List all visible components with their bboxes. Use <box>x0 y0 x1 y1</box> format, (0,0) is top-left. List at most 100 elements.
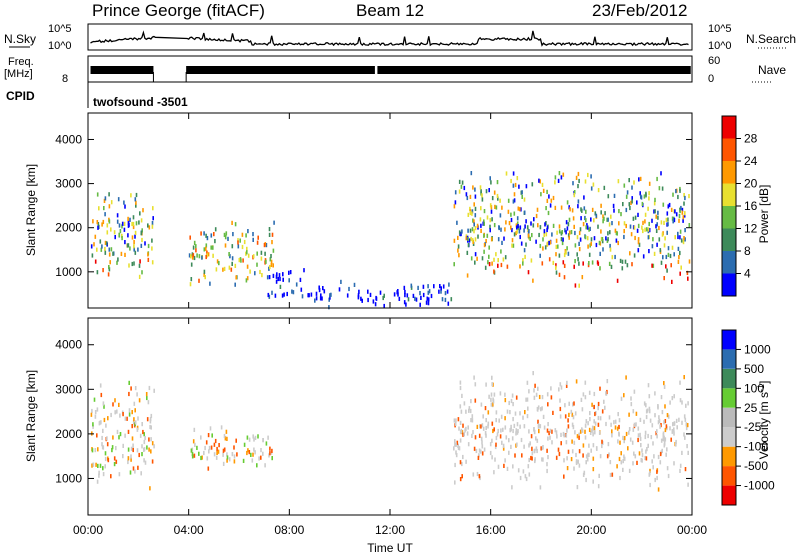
range-cell <box>277 276 279 282</box>
range-cell <box>454 442 456 447</box>
range-cell <box>584 179 587 184</box>
range-cell <box>320 293 322 298</box>
range-cell <box>597 261 600 266</box>
range-cell <box>415 297 418 302</box>
range-cell <box>502 257 505 262</box>
range-cell <box>635 422 637 427</box>
colorbar-swatch <box>722 138 736 161</box>
range-cell <box>601 409 604 414</box>
freq-label-line1: Freq. <box>8 56 34 68</box>
range-cell <box>630 232 633 237</box>
range-cell <box>110 247 113 252</box>
range-cell <box>653 454 655 459</box>
range-cell <box>605 421 607 427</box>
range-cell <box>241 232 244 237</box>
frequency-bar <box>186 66 375 74</box>
range-cell <box>636 228 639 233</box>
range-cell <box>665 452 667 457</box>
range-cell <box>657 210 659 215</box>
range-cell <box>428 289 431 294</box>
range-cell <box>483 209 486 214</box>
range-cell <box>132 224 135 230</box>
range-cell <box>530 434 533 439</box>
range-cell <box>468 406 471 411</box>
range-cell <box>566 226 569 231</box>
range-cell <box>459 460 462 465</box>
range-cell <box>640 443 642 448</box>
range-cell <box>459 438 462 443</box>
range-cell <box>460 231 462 236</box>
range-cell <box>567 424 570 429</box>
range-cell <box>620 451 622 456</box>
range-cell <box>558 272 561 277</box>
range-cell <box>141 444 143 449</box>
range-cell <box>526 225 529 230</box>
range-cell <box>427 284 429 289</box>
range-cell <box>491 261 493 266</box>
range-cell <box>661 410 664 415</box>
range-cell <box>489 218 492 223</box>
range-cell <box>188 253 191 258</box>
range-cell <box>215 455 218 460</box>
range-cell <box>147 257 150 262</box>
range-cell <box>470 256 473 261</box>
range-cell <box>469 228 472 233</box>
range-cell <box>679 380 681 385</box>
range-cell <box>642 220 644 225</box>
range-cell <box>103 404 105 409</box>
range-cell <box>458 426 460 431</box>
range-cell <box>487 260 489 265</box>
range-cell <box>600 229 602 234</box>
range-cell <box>497 258 499 263</box>
range-cell <box>597 224 599 229</box>
range-cell <box>647 383 650 388</box>
range-cell <box>500 414 503 419</box>
range-cell <box>640 458 643 463</box>
range-cell <box>620 396 623 401</box>
range-cell <box>124 204 126 209</box>
range-cell <box>548 194 550 199</box>
range-cell <box>555 265 557 270</box>
range-cell <box>458 179 461 184</box>
range-cell <box>151 441 154 446</box>
range-cell <box>607 237 609 242</box>
range-cell <box>512 464 514 469</box>
range-cell <box>216 259 219 264</box>
range-cell <box>136 427 139 432</box>
nsky-trace <box>90 30 689 47</box>
range-cell <box>463 401 466 406</box>
range-cell <box>671 216 674 221</box>
range-cell <box>667 204 670 209</box>
range-cell <box>447 301 450 306</box>
range-cell <box>97 225 99 230</box>
range-cell <box>637 212 639 217</box>
range-cell <box>610 422 612 427</box>
range-cell <box>102 219 105 225</box>
range-cell <box>260 250 263 255</box>
range-cell <box>511 228 513 233</box>
range-cell <box>491 382 493 387</box>
range-cell <box>454 439 456 444</box>
range-cell <box>590 217 592 222</box>
range-cell <box>656 469 658 474</box>
range-cell <box>262 451 264 456</box>
range-cell <box>668 202 671 208</box>
range-cell <box>148 225 151 230</box>
range-cell <box>201 455 203 460</box>
range-cell <box>511 393 514 398</box>
range-cell <box>641 453 644 458</box>
range-cell <box>510 212 512 217</box>
range-cell <box>121 221 124 226</box>
range-cell <box>470 399 472 404</box>
range-cell <box>519 411 521 416</box>
range-cell <box>358 289 360 294</box>
range-cell <box>495 252 497 257</box>
range-cell <box>136 392 138 397</box>
range-cell <box>515 443 517 448</box>
range-cell <box>541 261 544 266</box>
range-cell <box>605 236 607 241</box>
range-cell <box>645 456 648 461</box>
range-cell <box>566 428 568 433</box>
range-cell <box>127 447 130 452</box>
